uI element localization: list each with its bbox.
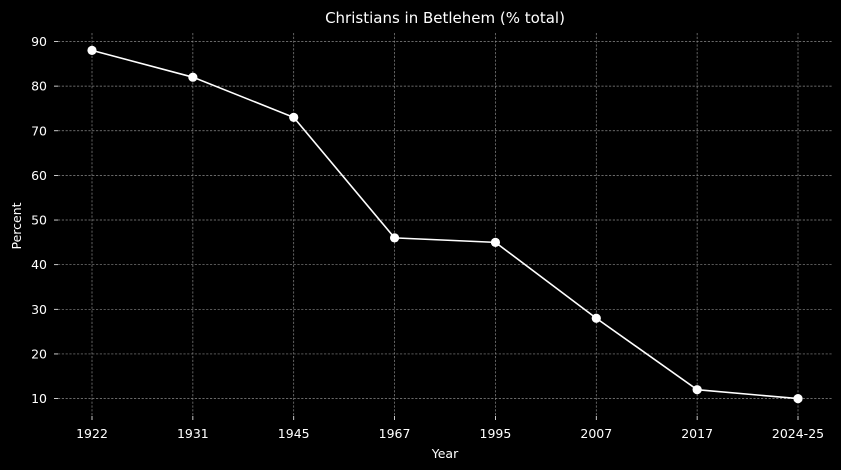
data-point [289,112,299,122]
y-tick-label: 90 [31,34,47,49]
x-axis-label: Year [431,446,459,461]
data-point [188,72,198,82]
chart-title: Christians in Betlehem (% total) [325,9,565,27]
x-tick-label: 1995 [480,426,512,441]
y-tick-label: 70 [31,123,47,138]
y-axis-ticks: 10 20 30 40 50 60 70 80 90 [31,34,58,406]
data-point [490,237,501,247]
data-point [793,393,803,404]
y-tick-label: 10 [31,391,47,406]
data-point [591,313,601,323]
x-tick-label: 1931 [177,426,209,441]
data-point [87,45,97,56]
data-point [692,385,702,395]
y-gridlines [58,41,832,399]
x-axis-ticks: 1922 1931 1945 1967 1995 2007 2017 2024-25 [76,416,824,441]
y-tick-label: 60 [31,168,47,183]
data-point [389,233,400,243]
x-gridlines [91,33,799,416]
x-tick-label: 1945 [278,426,310,441]
x-tick-label: 2007 [580,426,612,441]
y-tick-label: 80 [31,79,47,94]
y-tick-label: 50 [31,213,47,228]
y-axis-label: Percent [9,202,24,249]
y-tick-label: 30 [31,302,47,317]
x-tick-label: 2017 [681,426,713,441]
y-tick-label: 40 [31,257,47,272]
x-tick-label: 1922 [76,426,108,441]
x-tick-label: 1967 [379,426,411,441]
data-series [87,45,803,404]
series-line [91,49,799,400]
x-tick-label: 2024-25 [772,426,824,441]
y-tick-label: 20 [31,346,47,361]
